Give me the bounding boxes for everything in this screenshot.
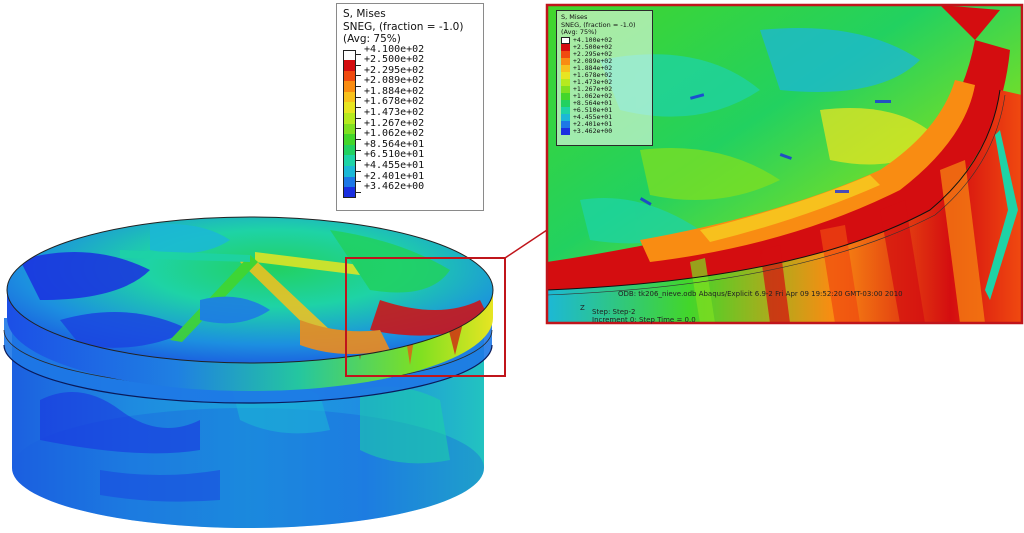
legend-level: +6.510e+01 [343,150,477,167]
inset-step-line: Step: Step-2 [592,308,636,316]
inset-legend-swatch [561,64,570,72]
inset-legend-title: S, Mises [561,13,588,21]
inset-legend-avg: (Avg: 75%) [561,28,597,37]
inset-legend-value: +4.455e+01 [573,112,613,121]
inset-legend-swatch [561,78,570,86]
inset-axis-label: Z [580,304,585,312]
inset-legend-value: +3.462e+00 [573,126,613,135]
legend-value: +3.462e+00 [364,181,425,193]
inset-legend-swatch [561,71,570,79]
inset-legend-value: +6.510e+01 [573,105,613,114]
inset-legend-swatch [561,50,570,58]
legend-value: +1.678e+02 [364,96,425,108]
legend-swatch [343,102,356,114]
inset-legend-value: +1.678e+02 [573,70,613,79]
inset-legend-swatch [561,92,570,100]
legend-swatch [343,70,356,82]
legend-swatch [343,187,356,198]
legend-scale: +4.100e+02 +2.500e+02 +2.295e+02 +2.089e… [343,44,477,198]
legend-level: +1.267e+02 [343,118,477,135]
inset-legend-level: +2.089e+02 [561,56,648,65]
legend-level: +2.401e+01 [343,171,477,188]
inset-legend-swatch [561,99,570,107]
legend-value: +1.884e+02 [364,85,425,97]
legend-value: +8.564e+01 [364,138,425,150]
inset-legend-level: +1.062e+02 [561,91,648,100]
inset-status-line: ODB: tk206_nieve.odb Abaqus/Explicit 6.9… [618,290,903,298]
inset-legend-level: +3.462e+00 [561,126,648,135]
inset-step-info: Step: Step-2 Increment 0: Step Time = 0.… [592,308,696,324]
inset-legend-value: +8.564e+01 [573,98,613,107]
legend-level: +1.884e+02 [343,86,477,103]
legend-swatch [343,134,356,145]
inset-legend-value: +2.500e+02 [573,42,613,51]
legend-level: +2.089e+02 [343,76,477,92]
legend-value: +4.455e+01 [364,160,425,172]
inset-legend-value: +1.062e+02 [573,91,613,100]
legend-level: +2.295e+02 [343,65,477,82]
legend-level: +4.455e+01 [343,160,477,177]
contour-legend: S, Mises SNEG, (fraction = -1.0) (Avg: 7… [336,3,484,211]
inset-increment-line: Increment 0: Step Time = 0.0 [592,316,696,324]
legend-value: +2.500e+02 [364,54,425,66]
legend-subtitle: SNEG, (fraction = -1.0) [343,20,464,33]
inset-legend-level: +6.510e+01 [561,105,648,114]
inset-legend-value: +1.267e+02 [573,84,613,93]
legend-value: +2.089e+02 [364,75,425,87]
legend-swatch [343,155,356,167]
legend-swatch [343,60,356,71]
inset-legend-level: +8.564e+01 [561,98,648,107]
inset-legend-swatch [561,120,570,128]
legend-level: +3.462e+00 [343,182,477,198]
inset-legend-level: +2.500e+02 [561,42,648,51]
legend-swatch [343,123,356,135]
legend-level: +8.564e+01 [343,139,477,156]
legend-swatch [343,144,356,156]
legend-value: +1.062e+02 [364,128,425,140]
legend-swatch [343,166,356,177]
legend-swatch [343,49,356,61]
inset-legend-value: +2.089e+02 [573,56,613,65]
inset-legend-swatch [561,113,570,121]
legend-level: +4.100e+02 [343,44,477,61]
inset-legend-level: +4.455e+01 [561,112,648,121]
inset-legend-level: +1.884e+02 [561,63,648,72]
legend-value: +1.267e+02 [364,117,425,129]
legend-value: +2.295e+02 [364,64,425,76]
inset-legend-value: +1.473e+02 [573,77,613,86]
inset-legend-swatch [561,106,570,114]
inset-legend-level: +1.473e+02 [561,77,648,86]
legend-level: +2.500e+02 [343,54,477,71]
legend-swatch [343,176,356,188]
inset-legend-value: +2.401e+01 [573,119,613,128]
inset-legend-swatch [561,127,570,135]
inset-legend-level: +2.295e+02 [561,49,648,58]
inset-legend-subtitle: SNEG, (fraction = -1.0) [561,20,636,29]
legend-swatch [343,81,356,92]
inset-legend-level: +2.401e+01 [561,119,648,128]
inset-legend-level: +1.678e+02 [561,70,648,79]
inset-legend-value: +4.100e+02 [573,35,613,44]
inset-legend-swatch [561,85,570,93]
legend-avg: (Avg: 75%) [343,33,401,45]
inset-legend-value: +2.295e+02 [573,49,613,58]
inset-legend-value: +1.884e+02 [573,63,613,72]
legend-value: +4.100e+02 [364,43,425,55]
legend-value: +1.473e+02 [364,107,425,119]
legend-level: +1.678e+02 [343,97,477,114]
legend-swatch [343,113,356,124]
inset-legend-level: +1.267e+02 [561,84,648,93]
inset-legend-swatch [561,57,570,65]
inset-legend: S, Mises SNEG, (fraction = -1.0) (Avg: 7… [556,10,653,146]
legend-value: +2.401e+01 [364,170,425,182]
legend-title: S, Mises [343,8,386,20]
legend-value: +6.510e+01 [364,149,425,161]
legend-swatch [343,91,356,103]
legend-level: +1.473e+02 [343,107,477,124]
inset-legend-swatch [561,43,570,51]
inset-legend-swatch [561,36,570,44]
legend-level: +1.062e+02 [343,129,477,145]
inset-legend-level: +4.100e+02 [561,35,648,44]
